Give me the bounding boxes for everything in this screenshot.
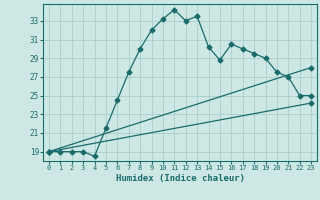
X-axis label: Humidex (Indice chaleur): Humidex (Indice chaleur) [116, 174, 244, 183]
